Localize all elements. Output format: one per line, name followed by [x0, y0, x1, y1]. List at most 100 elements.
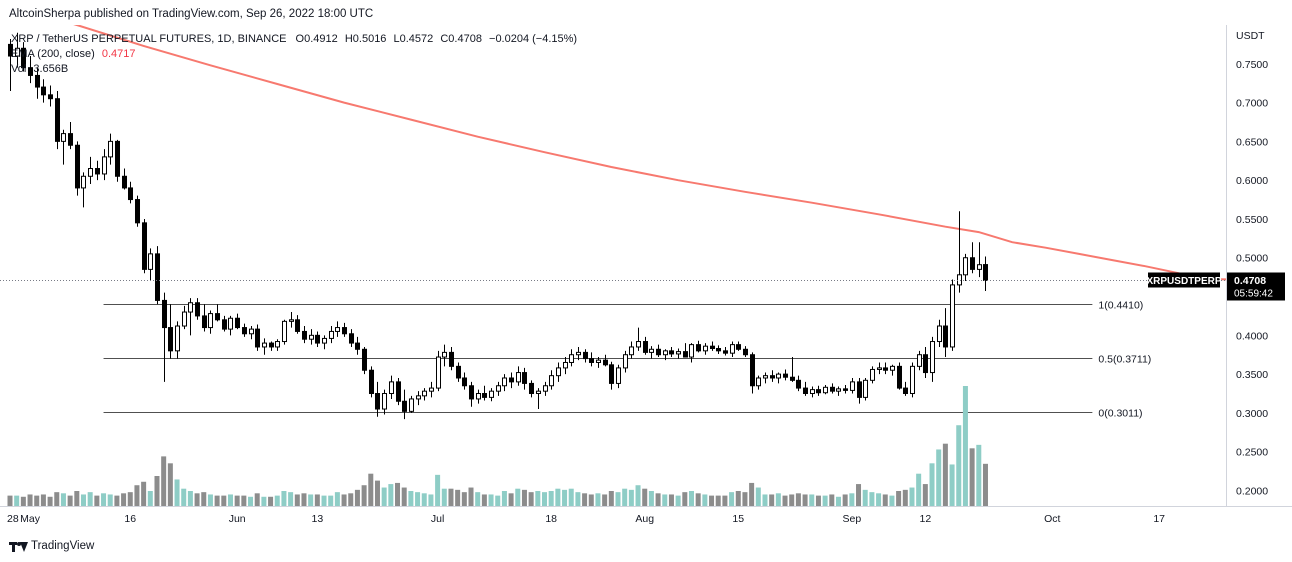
candle[interactable] — [354, 336, 361, 355]
candle[interactable] — [121, 168, 128, 190]
candle[interactable] — [962, 253, 969, 282]
candle[interactable] — [167, 304, 174, 359]
candle[interactable] — [107, 133, 114, 165]
candle[interactable] — [922, 346, 929, 378]
candle[interactable] — [321, 335, 328, 350]
candle[interactable] — [602, 354, 609, 367]
ema-label[interactable]: EMA (200, close) — [11, 48, 95, 60]
candle[interactable] — [882, 362, 889, 375]
candle[interactable] — [835, 386, 842, 396]
candle[interactable] — [742, 346, 749, 358]
candle[interactable] — [361, 346, 368, 375]
candle[interactable] — [535, 388, 542, 410]
candle[interactable] — [455, 362, 462, 382]
candle[interactable] — [341, 322, 348, 337]
candle[interactable] — [495, 381, 502, 396]
candle[interactable] — [642, 336, 649, 355]
candle[interactable] — [588, 352, 595, 367]
candle[interactable] — [755, 375, 762, 390]
candle[interactable] — [181, 305, 188, 330]
candle[interactable] — [568, 349, 575, 367]
candle[interactable] — [448, 346, 455, 371]
candle[interactable] — [916, 350, 923, 371]
candle[interactable] — [227, 315, 234, 336]
candle[interactable] — [668, 346, 675, 358]
candle[interactable] — [114, 139, 121, 182]
candle[interactable] — [982, 256, 989, 291]
candle[interactable] — [141, 218, 148, 274]
candle[interactable] — [929, 336, 936, 382]
candle[interactable] — [374, 381, 381, 417]
candle[interactable] — [94, 160, 101, 181]
candle[interactable] — [635, 327, 642, 351]
chart-area[interactable]: 1(0.4410) 0.5(0.3711) 0(0.3011) USDT 0.7500… — [0, 4, 1292, 538]
candle[interactable] — [595, 357, 602, 368]
candle[interactable] — [308, 329, 315, 345]
legend-symbol-row[interactable]: XRP / TetherUS PERPETUAL FUTURES, 1D, BI… — [11, 32, 577, 47]
candle[interactable] — [415, 391, 422, 406]
candle[interactable] — [161, 292, 168, 382]
candle[interactable] — [936, 319, 943, 347]
candle[interactable] — [368, 366, 375, 398]
symbol-description[interactable]: XRP / TetherUS PERPETUAL FUTURES, 1D, BI… — [11, 33, 287, 45]
candlestick-chart[interactable]: 1(0.4410) 0.5(0.3711) 0(0.3011) USDT 0.7500… — [0, 4, 1292, 538]
candle[interactable] — [401, 389, 408, 420]
footer-brand[interactable]: TradingView — [9, 540, 94, 552]
candle[interactable] — [622, 350, 629, 373]
candle[interactable] — [207, 310, 214, 334]
candle[interactable] — [408, 395, 415, 413]
candle[interactable] — [802, 381, 809, 396]
candle[interactable] — [80, 172, 87, 208]
candle[interactable] — [501, 374, 508, 392]
candle[interactable] — [468, 381, 475, 407]
candle[interactable] — [134, 195, 141, 227]
candle[interactable] — [174, 321, 181, 359]
candle[interactable] — [956, 211, 963, 293]
candle[interactable] — [74, 141, 81, 196]
candle[interactable] — [795, 375, 802, 392]
candle[interactable] — [876, 362, 883, 375]
candle[interactable] — [749, 352, 756, 394]
candle[interactable] — [475, 389, 482, 404]
candle[interactable] — [695, 340, 702, 353]
candle[interactable] — [194, 298, 201, 320]
candle[interactable] — [909, 362, 916, 398]
candle[interactable] — [381, 389, 388, 415]
candle[interactable] — [254, 324, 261, 351]
candle[interactable] — [14, 32, 21, 68]
candle[interactable] — [261, 338, 268, 355]
candle[interactable] — [762, 372, 769, 384]
candle[interactable] — [314, 331, 321, 347]
candle[interactable] — [648, 346, 655, 359]
candle[interactable] — [435, 350, 442, 392]
candle[interactable] — [60, 129, 67, 165]
candle[interactable] — [221, 315, 228, 332]
candle[interactable] — [101, 149, 108, 181]
candle[interactable] — [608, 361, 615, 390]
candle[interactable] — [334, 321, 341, 337]
candle[interactable] — [782, 369, 789, 381]
candle[interactable] — [775, 372, 782, 384]
candle[interactable] — [47, 85, 54, 107]
candle[interactable] — [896, 362, 903, 390]
candle[interactable] — [829, 383, 836, 394]
candle[interactable] — [54, 90, 61, 150]
legend-volume-row[interactable]: Vol 3.656B — [11, 62, 577, 77]
candle[interactable] — [241, 323, 248, 337]
candle[interactable] — [815, 385, 822, 396]
candle[interactable] — [187, 298, 194, 336]
candle[interactable] — [461, 372, 468, 390]
candle[interactable] — [862, 377, 869, 401]
candle[interactable] — [849, 377, 856, 394]
ema-200-line[interactable] — [9, 4, 1247, 281]
candle[interactable] — [87, 156, 94, 185]
candle[interactable] — [274, 339, 281, 351]
candle[interactable] — [441, 344, 448, 367]
candle[interactable] — [562, 357, 569, 375]
candle[interactable] — [976, 242, 983, 278]
candle[interactable] — [421, 388, 428, 401]
candle[interactable] — [214, 304, 221, 322]
candle[interactable] — [34, 67, 41, 99]
candle[interactable] — [889, 364, 896, 376]
candle[interactable] — [662, 349, 669, 361]
